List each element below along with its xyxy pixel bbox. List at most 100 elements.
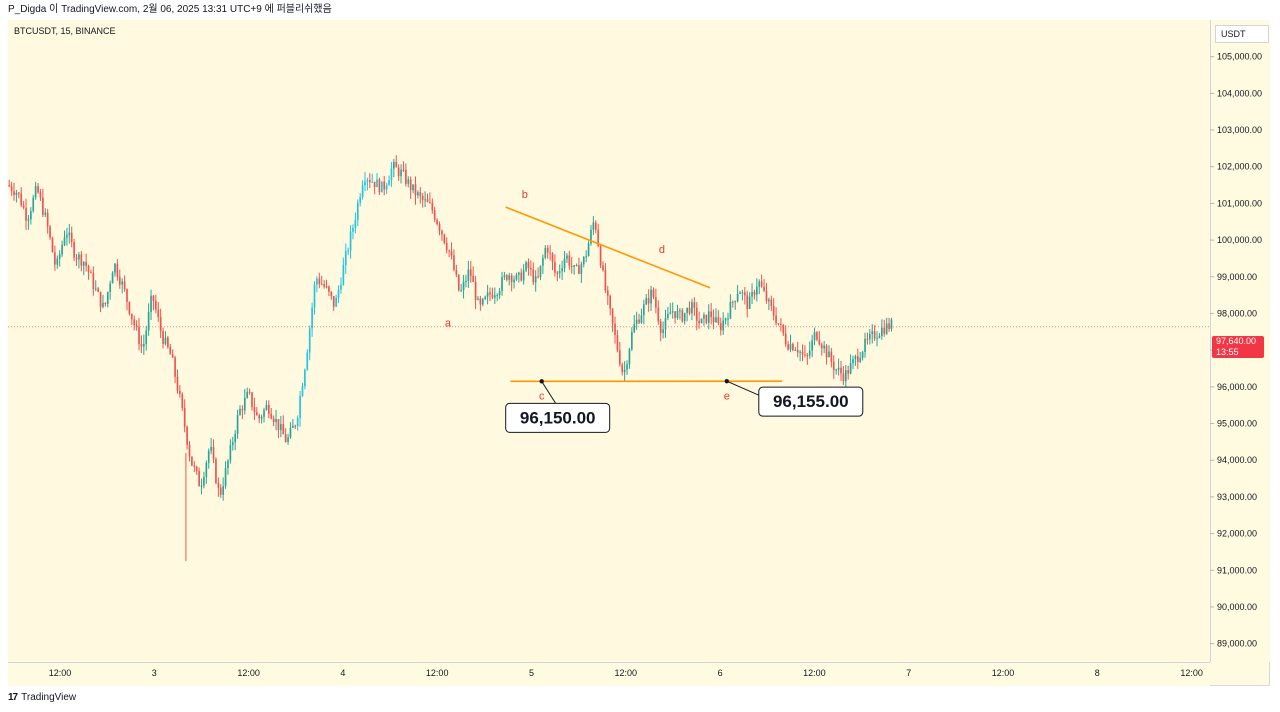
candle-body <box>599 245 602 266</box>
candle-body <box>558 271 561 274</box>
candle-body <box>130 313 133 320</box>
candle-body <box>284 434 287 443</box>
footer: 17 TradingView <box>8 690 76 706</box>
candle-body <box>448 250 450 252</box>
candle-body <box>92 273 95 290</box>
candle-body <box>537 276 539 278</box>
candle-body <box>207 450 210 463</box>
candle-body <box>342 265 345 285</box>
candle-body <box>330 291 333 296</box>
candle-body <box>756 286 758 295</box>
candle-body <box>140 344 143 347</box>
candle-body <box>825 345 828 358</box>
candle-body <box>424 199 426 201</box>
candle-body <box>219 487 222 495</box>
candle-body <box>260 416 263 419</box>
candle-body <box>289 427 292 438</box>
candle-body <box>695 307 698 321</box>
candle-body <box>417 192 419 196</box>
time-axis[interactable] <box>8 662 1210 686</box>
candle-body <box>876 337 878 339</box>
candle-body <box>530 267 532 270</box>
candle-body <box>587 243 590 257</box>
y-tick-label: 95,000.00 <box>1217 419 1257 429</box>
candle-body <box>789 343 792 350</box>
candle-body <box>878 335 881 338</box>
candle-body <box>573 265 575 267</box>
currency-selector[interactable]: USDT <box>1215 25 1269 43</box>
candle-body <box>402 169 405 171</box>
candle-body <box>729 301 732 319</box>
candle-body <box>68 232 71 236</box>
candle-body <box>539 265 542 277</box>
last-price-tag: 97,640.00 13:55 <box>1212 336 1264 358</box>
candle-body <box>356 202 359 221</box>
candle-body <box>823 345 825 349</box>
candle-body <box>138 326 140 345</box>
candle-body <box>710 311 713 318</box>
candle-body <box>176 376 179 391</box>
candle-body <box>316 278 318 285</box>
y-tick-label: 94,000.00 <box>1217 455 1257 465</box>
candle-body <box>183 407 186 427</box>
y-tick-label: 102,000.00 <box>1217 162 1262 172</box>
candle-body <box>849 363 852 374</box>
candle-body <box>546 247 549 253</box>
candle-body <box>243 397 246 411</box>
candle-body <box>811 340 813 351</box>
candle-body <box>455 269 458 275</box>
candle-body <box>58 254 61 259</box>
candle-body <box>191 456 193 466</box>
candle-body <box>61 244 63 255</box>
candle-body <box>570 265 573 267</box>
x-tick-label: 7 <box>906 668 911 678</box>
candle-body <box>164 337 167 345</box>
candle-body <box>700 318 703 324</box>
candle-body <box>842 373 845 382</box>
plot-area[interactable] <box>8 20 1210 662</box>
candle-body <box>674 311 676 319</box>
candle-body <box>87 265 90 273</box>
candle-body <box>481 298 484 305</box>
candle-body <box>647 298 650 304</box>
candle-body <box>866 338 869 340</box>
candle-body <box>414 184 417 196</box>
candle-body <box>332 295 335 307</box>
candle-body <box>556 272 559 274</box>
candle-body <box>881 327 883 336</box>
candle-body <box>188 444 191 457</box>
candle-body <box>859 357 862 362</box>
candle-body <box>409 179 412 191</box>
candle-body <box>294 425 297 427</box>
candle-body <box>498 290 501 296</box>
y-tick-label: 90,000.00 <box>1217 602 1257 612</box>
candle-body <box>277 419 280 431</box>
candle-body <box>594 222 597 230</box>
candle-body <box>806 355 809 357</box>
candle-body <box>63 237 66 245</box>
candle-body <box>258 415 261 419</box>
candle-body <box>669 312 672 315</box>
candle-body <box>486 292 489 297</box>
candle-body <box>109 283 112 293</box>
candle-body <box>503 275 506 278</box>
candle-body <box>467 269 470 281</box>
candle-body <box>787 344 789 350</box>
candle-body <box>780 323 782 325</box>
candle-body <box>643 304 645 316</box>
candle-body <box>693 302 696 308</box>
candle-body <box>554 261 556 273</box>
candle-body <box>10 186 13 192</box>
candle-body <box>551 253 554 262</box>
candle-body <box>837 367 840 370</box>
candle-body <box>592 222 595 230</box>
candle-body <box>671 311 674 313</box>
candle-body <box>453 255 455 270</box>
candle-body <box>743 292 746 296</box>
candle-body <box>174 357 176 377</box>
x-tick-label: 12:00 <box>237 668 260 678</box>
candle-body <box>44 212 47 215</box>
candle-body <box>17 192 20 194</box>
candle-body <box>719 323 722 331</box>
symbol-label: BTCUSDT, 15, BINANCE <box>14 26 116 36</box>
